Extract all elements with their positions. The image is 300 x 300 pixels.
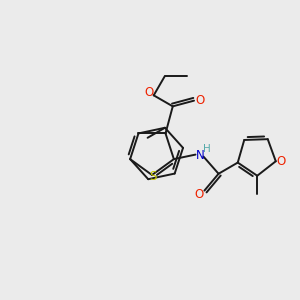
Text: O: O <box>276 155 285 168</box>
Text: S: S <box>149 170 157 184</box>
Text: N: N <box>196 149 205 162</box>
Text: O: O <box>144 86 153 99</box>
Text: H: H <box>202 144 210 154</box>
Text: O: O <box>195 94 205 107</box>
Text: O: O <box>195 188 204 201</box>
